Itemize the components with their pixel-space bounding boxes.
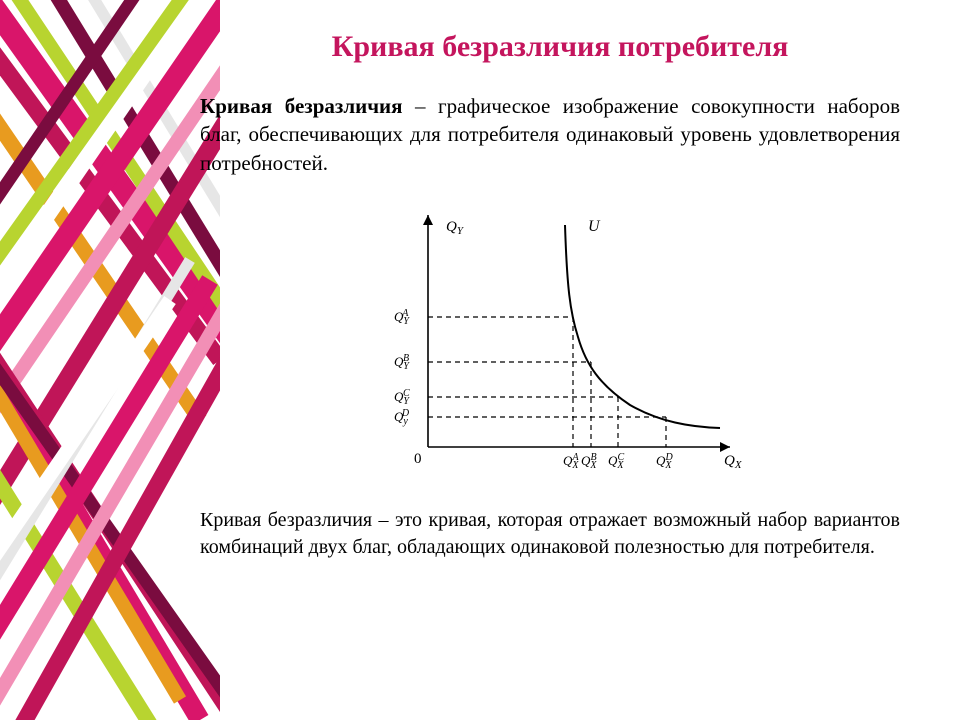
svg-text:QXD: QXD bbox=[656, 452, 674, 471]
svg-text:0: 0 bbox=[414, 451, 422, 467]
footer-paragraph: Кривая безразличия – это кривая, которая… bbox=[200, 507, 900, 561]
footer-text: Кривая безразличия – это кривая, которая… bbox=[200, 509, 900, 558]
svg-text:QXB: QXB bbox=[581, 452, 597, 471]
svg-text:QXA: QXA bbox=[563, 452, 580, 471]
indifference-curve-chart: 0 QY QX U QYA QYB QYCQyD QXAQXB QXC QXD bbox=[370, 197, 750, 487]
chart-container: 0 QY QX U QYA QYB QYCQyD QXAQXB QXC QXD bbox=[200, 197, 920, 487]
decor-stripes bbox=[0, 0, 220, 720]
svg-text:QXC: QXC bbox=[608, 452, 625, 471]
svg-text:QyD: QyD bbox=[394, 408, 410, 427]
svg-text:QYB: QYB bbox=[394, 353, 410, 372]
svg-text:QYC: QYC bbox=[394, 388, 410, 407]
definition-paragraph: Кривая безразличия – графическое изображ… bbox=[200, 92, 900, 177]
svg-text:U: U bbox=[588, 218, 601, 235]
title-text: Кривая безразличия потребителя bbox=[332, 30, 789, 63]
svg-text:QYA: QYA bbox=[394, 308, 410, 327]
svg-text:QY: QY bbox=[446, 219, 465, 237]
content-area: Кривая безразличия потребителя Кривая бе… bbox=[200, 30, 920, 581]
page-title: Кривая безразличия потребителя bbox=[200, 30, 920, 64]
term-bold: Кривая безразличия bbox=[200, 94, 403, 118]
svg-text:QX: QX bbox=[724, 453, 743, 471]
